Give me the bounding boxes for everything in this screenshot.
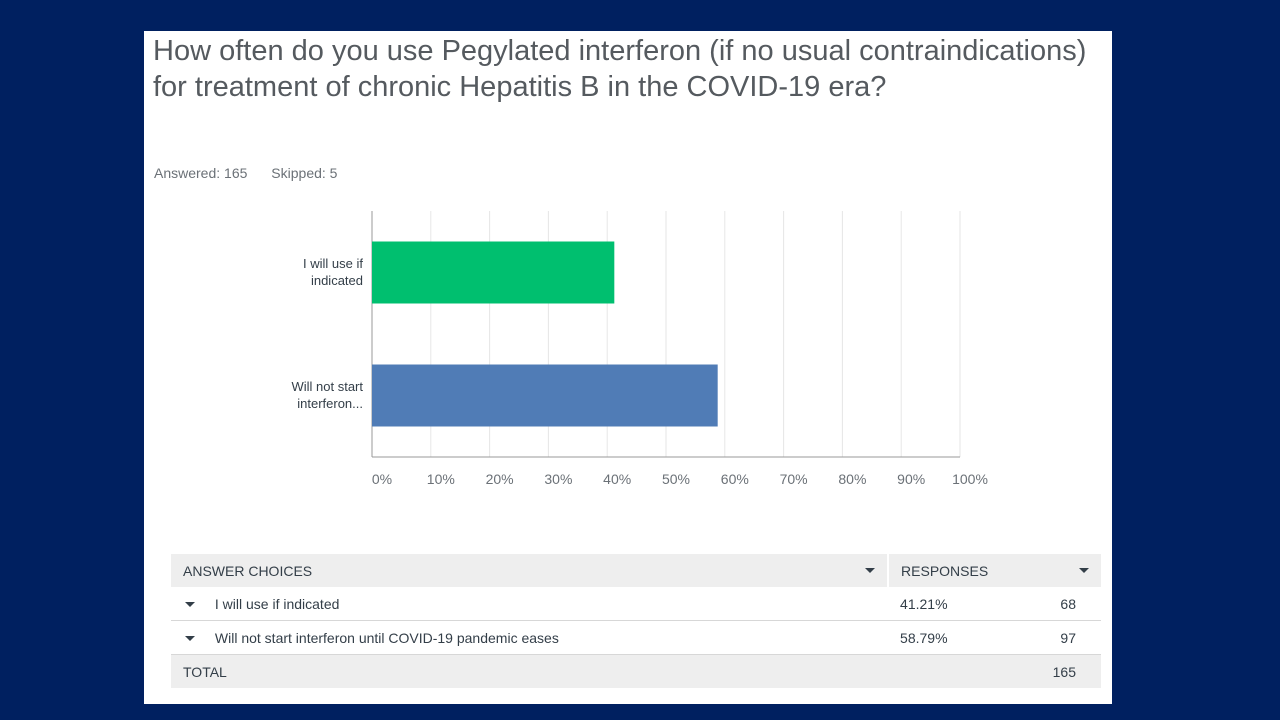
category-label: I will use if indicated: [303, 256, 363, 288]
expand-caret-icon[interactable]: [185, 602, 195, 608]
x-tick-label: 40%: [603, 471, 631, 487]
responses-header-label: Responses: [901, 562, 989, 579]
skipped-count: Skipped: 5: [271, 165, 338, 181]
survey-panel: How often do you use Pegylated interfero…: [144, 31, 1112, 704]
choice-label: Will not start interferon until COVID-19…: [214, 629, 559, 646]
count-cell: 97: [1040, 620, 1101, 655]
count-cell: 68: [1040, 587, 1101, 621]
chart-tick-labels: 0% 10% 20% 30% 40% 50% 60% 70% 80% 90% 100%: [372, 471, 988, 487]
x-tick-label: 30%: [544, 471, 572, 487]
bar[interactable]: [372, 241, 615, 304]
bar-chart: I will use if indicated Will not start inte…: [291, 211, 988, 487]
response-stats: Answered: 165 Skipped: 5: [154, 165, 357, 181]
question-title: How often do you use Pegylated interfero…: [153, 35, 1087, 103]
x-tick-label: 80%: [838, 471, 866, 487]
x-tick-label: 70%: [780, 471, 808, 487]
x-tick-label: 60%: [721, 471, 749, 487]
x-tick-label: 90%: [897, 471, 925, 487]
answer-choices-header[interactable]: Answer Choices: [171, 554, 890, 587]
responses-header[interactable]: Responses: [888, 554, 1101, 587]
x-tick-label: 10%: [427, 471, 455, 487]
sort-caret-icon[interactable]: [865, 568, 876, 573]
table-header-row: Answer Choices Responses: [171, 554, 1101, 587]
results-table: Answer Choices Responses I will use if i…: [171, 554, 1101, 688]
bar[interactable]: [372, 364, 718, 427]
choice-label: I will use if indicated: [214, 595, 340, 612]
x-tick-label: 20%: [486, 471, 514, 487]
category-label: Will not start interferon...: [291, 379, 363, 411]
sort-caret-icon[interactable]: [1079, 568, 1089, 573]
total-count: 165: [1040, 654, 1101, 688]
chart-category-labels: I will use if indicated Will not start inte…: [291, 256, 363, 411]
table-row: Will not start interferon until COVID-19…: [171, 620, 1101, 655]
choice-cell: Will not start interferon until COVID-19…: [171, 620, 889, 655]
expand-caret-icon[interactable]: [185, 636, 195, 642]
total-label: Total: [171, 654, 889, 688]
percent-cell: 58.79%: [888, 620, 1041, 655]
table-row: I will use if indicated 41.21% 68: [171, 587, 1101, 621]
total-spacer: [888, 654, 1041, 688]
answer-choices-header-label: Answer Choices: [183, 562, 313, 579]
percent-cell: 41.21%: [888, 587, 1041, 621]
x-tick-label: 0%: [372, 471, 392, 487]
choice-cell: I will use if indicated: [171, 587, 889, 621]
total-row: Total 165: [171, 654, 1101, 688]
chart-bars: [372, 241, 718, 427]
answered-count: Answered: 165: [154, 165, 248, 181]
x-tick-label: 100%: [952, 471, 988, 487]
x-tick-label: 50%: [662, 471, 690, 487]
